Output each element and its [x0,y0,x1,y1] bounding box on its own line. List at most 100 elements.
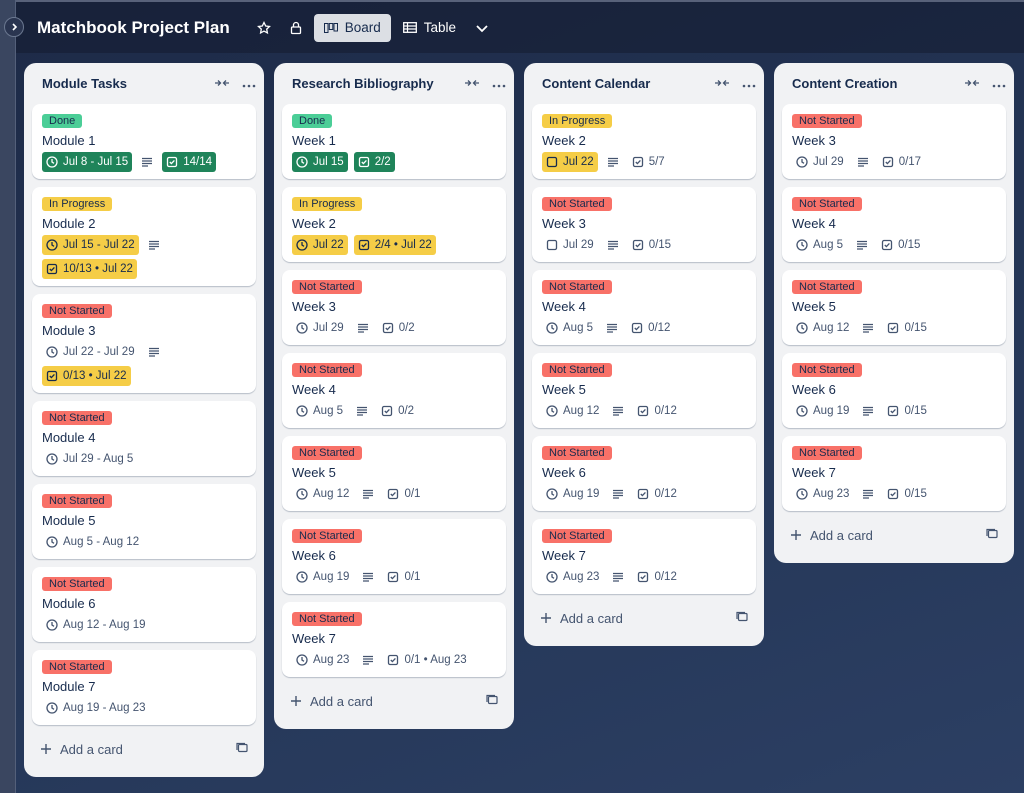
checklist-badge: 0/15 [877,235,924,255]
card[interactable]: In Progress Module 2 Jul 15 - Jul 22 10/13 … [32,187,256,286]
card[interactable]: Not Started Week 5 Aug 12 0/15 [782,270,1006,345]
star-button[interactable] [248,14,280,42]
checklist-text: 0/1 [404,571,421,583]
card-label: Not Started [42,577,112,591]
card[interactable]: Done Week 1 Jul 15 2/2 [282,104,506,179]
description-icon [354,318,372,338]
card[interactable]: Not Started Module 4 Jul 29 - Aug 5 [32,401,256,476]
card-title: Week 7 [542,548,586,563]
card[interactable]: Not Started Module 5 Aug 5 - Aug 12 [32,484,256,559]
date-text: Aug 23 [313,654,350,666]
collapse-button[interactable] [702,76,730,91]
card[interactable]: Not Started Week 5 Aug 12 0/1 [282,436,506,511]
template-button[interactable] [986,528,998,543]
card[interactable]: In Progress Week 2 Jul 22 2/4 • Jul 22 [282,187,506,262]
card-label: Not Started [292,280,362,294]
add-card-button[interactable]: Add a card [282,681,506,721]
card-label: In Progress [542,114,613,128]
list-menu[interactable] [980,76,1006,91]
views-menu[interactable] [466,14,498,42]
add-card-text: Add a card [310,693,373,709]
card-badges: Aug 19 0/15 [792,401,996,421]
checklist-badge: 0/1 • Aug 23 [383,650,470,670]
card[interactable]: Not Started Week 4 Aug 5 0/12 [532,270,756,345]
add-card-button[interactable]: Add a card [782,515,1006,555]
board-view-button[interactable]: Board [313,13,391,42]
card[interactable]: Done Module 1 Jul 8 - Jul 15 14/14 [32,104,256,179]
checklist-badge: 0/15 [628,235,675,255]
card-label: Not Started [792,280,862,294]
date-text: Jul 29 [563,239,594,251]
list-menu[interactable] [230,76,256,91]
table-view-button[interactable]: Table [393,14,466,42]
date-text: Jul 8 - Jul 15 [63,156,129,168]
collapse-button[interactable] [952,76,980,91]
card[interactable]: Not Started Week 4 Aug 5 0/15 [782,187,1006,262]
card[interactable]: Not Started Week 3 Jul 29 0/2 [282,270,506,345]
card[interactable]: Not Started Week 6 Aug 19 0/15 [782,353,1006,428]
date-badge: Aug 5 [292,401,347,421]
date-badge: Jul 22 [292,235,348,255]
collapse-button[interactable] [202,76,230,91]
template-button[interactable] [486,694,498,709]
description-icon [353,401,371,421]
date-text: Jul 29 [813,156,844,168]
description-icon [854,152,872,172]
date-text: Jul 22 [313,239,344,251]
card-title: Week 3 [292,299,336,314]
card-label: Not Started [42,304,112,318]
description-icon [609,484,627,504]
add-card-button[interactable]: Add a card [532,598,756,638]
card-label: Not Started [792,114,862,128]
template-button[interactable] [736,611,748,626]
card-title: Week 5 [792,299,836,314]
date-text: Jul 29 - Aug 5 [63,453,134,465]
template-button[interactable] [236,742,248,757]
date-badge: Jul 15 - Jul 22 [42,235,139,255]
card[interactable]: Not Started Week 6 Aug 19 0/12 [532,436,756,511]
date-badge: Aug 12 [292,484,353,504]
card[interactable]: Not Started Week 3 Jul 29 0/17 [782,104,1006,179]
sidebar-toggle[interactable] [4,17,24,37]
checklist-text: 0/17 [898,156,922,168]
checklist-text: 0/12 [654,488,677,500]
card[interactable]: Not Started Week 3 Jul 29 0/15 [532,187,756,262]
date-badge: Aug 5 - Aug 12 [42,532,143,552]
list-menu[interactable] [730,76,756,91]
list-title: Research Bibliography [292,76,434,91]
card[interactable]: In Progress Week 2 Jul 22 5/7 [532,104,756,179]
add-card-button[interactable]: Add a card [32,729,256,769]
card-label: Not Started [42,411,112,425]
card[interactable]: Not Started Week 7 Aug 23 0/1 • Aug 23 [282,602,506,677]
card-badges: Jul 22 5/7 [542,152,746,172]
card[interactable]: Not Started Week 6 Aug 19 0/1 [282,519,506,594]
visibility-button[interactable] [280,14,312,42]
card-title: Week 6 [792,382,836,397]
card[interactable]: Not Started Week 5 Aug 12 0/12 [532,353,756,428]
date-badge: Jul 8 - Jul 15 [42,152,133,172]
card-label: Not Started [792,197,862,211]
checklist-badge: 0/2 [378,318,419,338]
list-menu[interactable] [480,76,506,91]
checklist-text: 0/15 [898,239,921,251]
date-text: Aug 12 - Aug 19 [63,619,146,631]
card[interactable]: Not Started Week 7 Aug 23 0/12 [532,519,756,594]
card[interactable]: Not Started Module 7 Aug 19 - Aug 23 [32,650,256,725]
card-label: Not Started [542,197,612,211]
date-badge: Aug 12 [792,318,853,338]
card[interactable]: Not Started Week 7 Aug 23 0/15 [782,436,1006,511]
date-badge: Jul 15 [292,152,348,172]
card[interactable]: Not Started Week 4 Aug 5 0/2 [282,353,506,428]
card-label: Not Started [292,363,362,377]
date-text: Aug 5 [313,405,344,417]
card[interactable]: Not Started Module 6 Aug 12 - Aug 19 [32,567,256,642]
date-text: Aug 19 [313,571,350,583]
card[interactable]: Not Started Module 3 Jul 22 - Jul 29 0/13 •… [32,294,256,393]
date-text: Aug 23 [563,571,600,583]
date-text: Aug 19 - Aug 23 [63,702,146,714]
checklist-text: 0/12 [648,322,671,334]
collapse-button[interactable] [452,76,480,91]
card-label: Not Started [542,363,612,377]
checklist-badge: 0/12 [627,318,674,338]
